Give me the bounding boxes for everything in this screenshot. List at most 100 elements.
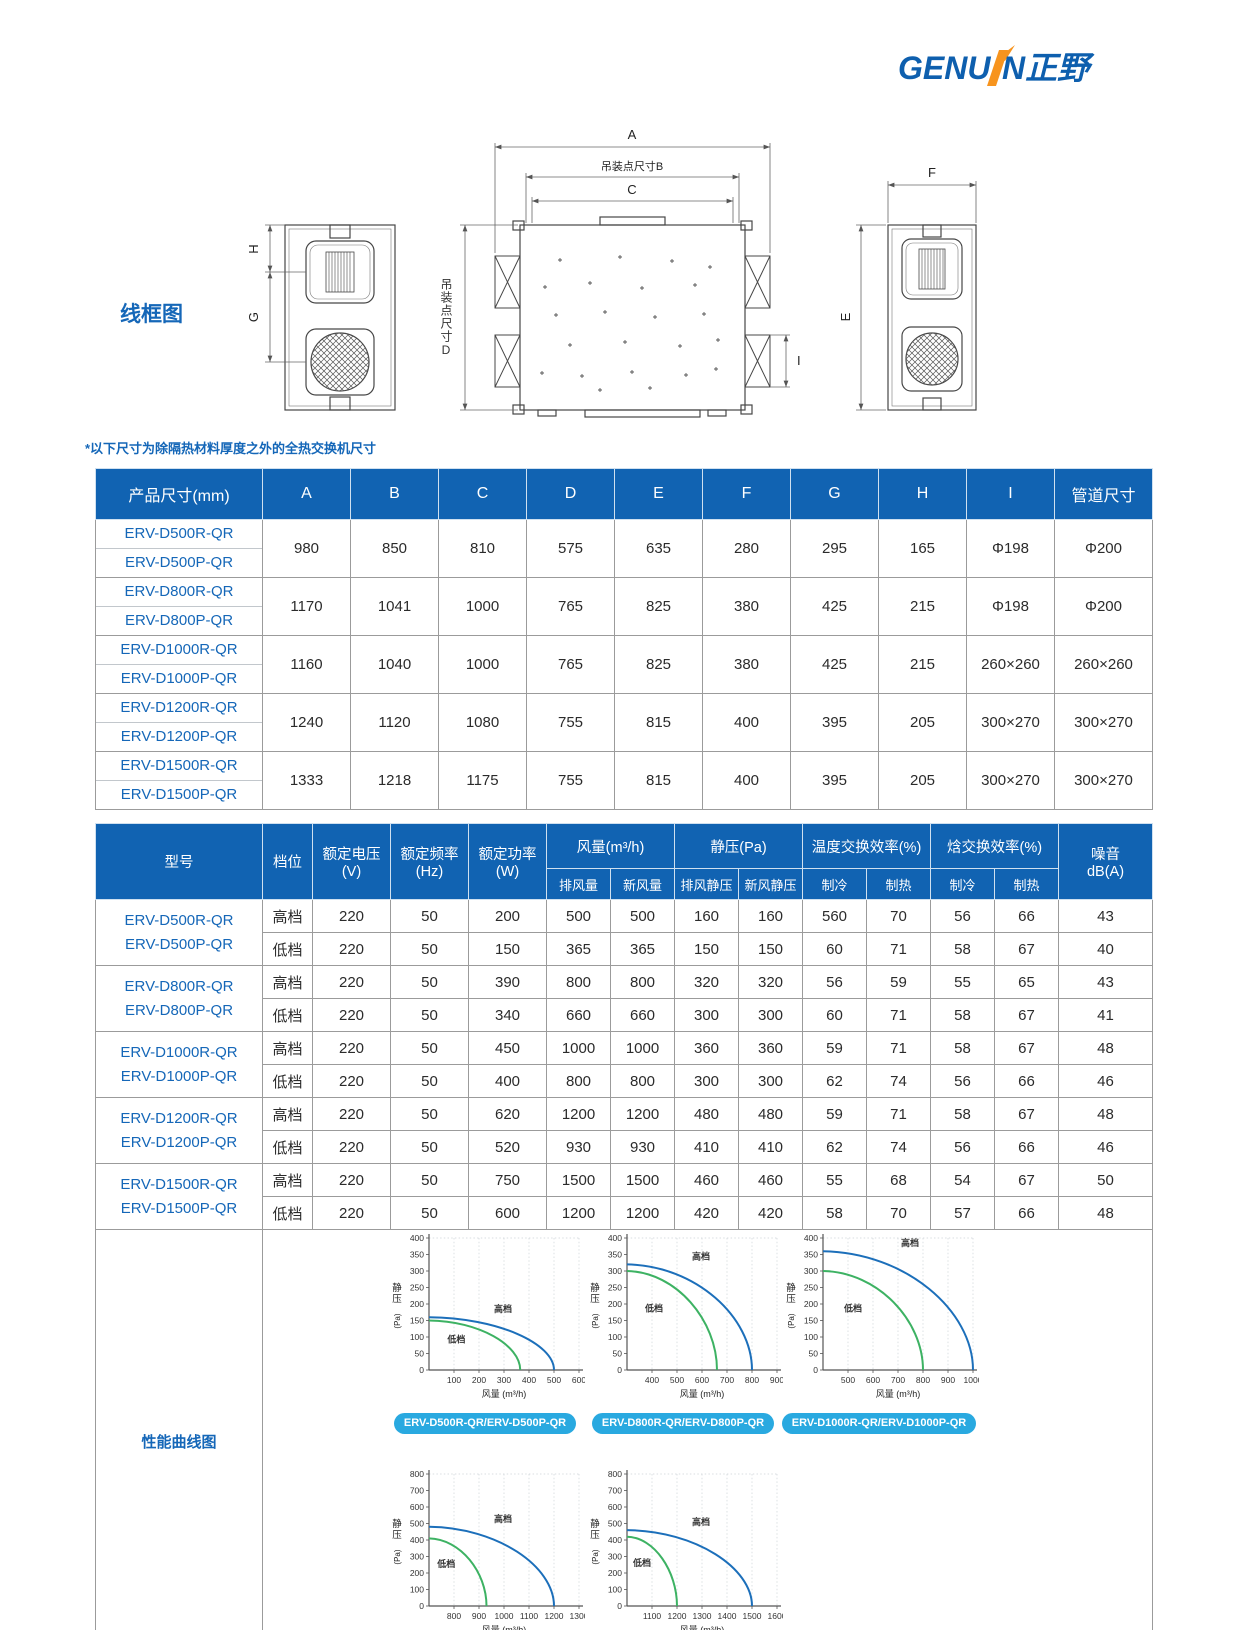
y-tick-label: 600	[410, 1502, 424, 1512]
spec-value-cell: 67	[994, 932, 1060, 966]
spec-value-cell: 1200	[609, 1196, 676, 1230]
y-axis-label: 静	[590, 1282, 600, 1294]
dim-table-row: ERV-D500R-QR ERV-D500P-QR 980 850 810 575 635 2…	[95, 519, 1153, 578]
dim-value-cell: 1040	[350, 635, 439, 694]
dim-value-cell: 1175	[438, 751, 527, 810]
spec-value-cell: 660	[609, 998, 676, 1032]
spec-value-cell: 150	[674, 932, 740, 966]
spec-value-cell: 50	[1058, 1163, 1154, 1197]
spec-header-frequency: 额定频率 (Hz)	[390, 823, 469, 900]
spec-value-cell: 50	[390, 1064, 469, 1098]
gear-cell: 高档	[262, 1031, 313, 1065]
spec-value-cell: 1000	[609, 1031, 676, 1065]
y-tick-label: 350	[410, 1250, 424, 1260]
spec-value-cell: 365	[609, 932, 676, 966]
model-name: ERV-D1200P-QR	[120, 1133, 238, 1151]
gear-cell: 高档	[262, 899, 313, 933]
dim-value-cell: Φ198	[966, 519, 1055, 578]
dim-header-product: 产品尺寸(mm)	[95, 468, 263, 520]
dim-header-b: B	[350, 468, 439, 520]
spec-table-header-row-1: 型号 档位 额定电压 (V) 额定频率 (Hz) 额定功率 (W) 风量(m³/…	[95, 823, 1154, 900]
spec-header-enthalpy-efficiency: 焓交换效率(%)	[930, 823, 1060, 869]
performance-row: 性能曲线图 0 50 100 150 200 250 300 350 400 100 200 300 4…	[95, 1229, 1154, 1630]
spec-value-cell: 220	[312, 1130, 391, 1164]
spec-value-cell: 620	[468, 1097, 547, 1131]
y-tick-label: 200	[608, 1299, 622, 1309]
spec-value-cell: 365	[546, 932, 611, 966]
y-axis-label: 静	[590, 1518, 600, 1530]
spec-value-cell: 60	[802, 932, 868, 966]
dim-value-cell: 825	[614, 577, 703, 636]
spec-value-cell: 50	[390, 932, 469, 966]
spec-value-cell: 74	[866, 1130, 932, 1164]
x-tick-label: 900	[941, 1375, 955, 1385]
spec-value-cell: 930	[546, 1130, 611, 1164]
dim-value-cell: Φ200	[1054, 577, 1153, 636]
model-name: ERV-D1200P-QR	[120, 728, 238, 745]
spec-value-cell: 50	[390, 1196, 469, 1230]
model-name: ERV-D1000R-QR	[96, 636, 262, 665]
spec-value-cell: 1200	[546, 1196, 611, 1230]
spec-value-cell: 220	[312, 1163, 391, 1197]
dim-value-cell: 300×270	[966, 751, 1055, 810]
spec-value-cell: 390	[468, 965, 547, 999]
brand-logo: GENU N正野	[898, 44, 1128, 94]
model-name: ERV-D500P-QR	[124, 935, 234, 953]
logo-text-right: N正野	[1002, 50, 1095, 86]
spec-value-cell: 54	[930, 1163, 996, 1197]
model-names-cell: ERV-D1500R-QR ERV-D1500P-QR	[95, 751, 263, 810]
y-tick-label: 350	[804, 1250, 818, 1260]
spec-value-cell: 800	[609, 1064, 676, 1098]
dim-value-cell: Φ198	[966, 577, 1055, 636]
performance-chart: 0 50 100 150 200 250 300 350 400 400 500 600 700 800 9…	[590, 1233, 784, 1399]
dim-label-e: E	[838, 312, 853, 321]
spec-value-cell: 56	[930, 1130, 996, 1164]
dim-value-cell: 165	[878, 519, 967, 578]
spec-value-cell: 200	[468, 899, 547, 933]
spec-value-cell: 340	[468, 998, 547, 1032]
x-tick-label: 1300	[693, 1611, 712, 1621]
dim-label-c: C	[627, 182, 636, 197]
spec-header-gear: 档位	[262, 823, 313, 900]
y-tick-label: 350	[608, 1250, 622, 1260]
x-axis-label: 风量 (m³/h)	[482, 1625, 527, 1630]
dim-value-cell: 300×270	[1054, 751, 1153, 810]
spec-value-cell: 1500	[609, 1163, 676, 1197]
x-tick-label: 700	[891, 1375, 905, 1385]
performance-chart: 0 50 100 150 200 250 300 350 400 100 200 300 400 500 6…	[392, 1233, 586, 1399]
curve-high	[428, 1525, 555, 1607]
spec-value-cell: 300	[738, 1064, 804, 1098]
gear-cell: 高档	[262, 1163, 313, 1197]
spec-value-cell: 460	[674, 1163, 740, 1197]
model-name: ERV-D800R-QR	[96, 578, 262, 607]
y-tick-label: 300	[804, 1266, 818, 1276]
y-axis-label: 压	[392, 1530, 402, 1541]
spec-value-cell: 1000	[546, 1031, 611, 1065]
dim-value-cell: 575	[526, 519, 615, 578]
spec-value-cell: 58	[930, 1097, 996, 1131]
spec-value-cell: 320	[738, 965, 804, 999]
spec-value-cell: 300	[738, 998, 804, 1032]
x-tick-label: 1100	[520, 1611, 539, 1621]
spec-table-row: ERV-D800R-QR ERV-D800P-QR 高档 220 50 390 800 800…	[95, 965, 1154, 1032]
spec-value-cell: 68	[866, 1163, 932, 1197]
spec-value-cell: 750	[468, 1163, 547, 1197]
y-tick-label: 700	[410, 1486, 424, 1496]
y-tick-label: 500	[410, 1519, 424, 1529]
spec-value-cell: 480	[674, 1097, 740, 1131]
model-names-cell: ERV-D500R-QR ERV-D500P-QR	[95, 519, 263, 578]
performance-charts-cell: 0 50 100 150 200 250 300 350 400 100 200 300 400 500 6…	[261, 1229, 1154, 1630]
spec-value-cell: 160	[674, 899, 740, 933]
chart-caption: ERV-D800R-QR/ERV-D800P-QR	[591, 1413, 775, 1434]
x-tick-label: 900	[472, 1611, 486, 1621]
dim-value-cell: 205	[878, 751, 967, 810]
x-tick-label: 400	[645, 1375, 659, 1385]
dim-value-cell: 1041	[350, 577, 439, 636]
dim-value-cell: 980	[262, 519, 351, 578]
dim-value-cell: 400	[702, 693, 791, 752]
spec-value-cell: 71	[866, 1031, 932, 1065]
y-tick-label: 400	[608, 1535, 622, 1545]
y-axis-label: 静	[392, 1282, 402, 1294]
left-view-dimensions	[265, 224, 306, 363]
y-tick-label: 700	[608, 1486, 622, 1496]
